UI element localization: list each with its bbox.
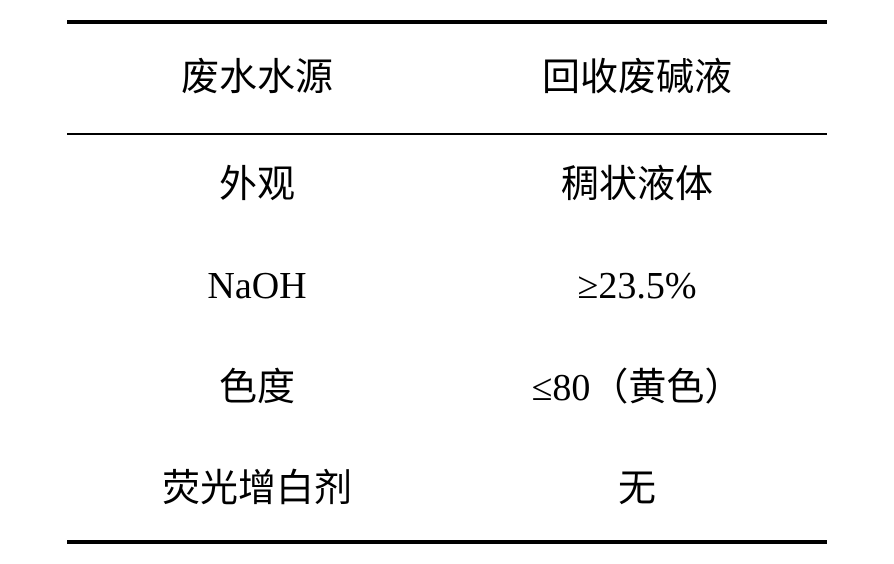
table-row: 外观 稠状液体 — [67, 135, 827, 236]
header-cell-source: 废水水源 — [67, 24, 447, 133]
row-value: ≥23.5% — [447, 236, 827, 337]
row-label: 外观 — [67, 135, 447, 236]
row-label: 荧光增白剂 — [67, 439, 447, 540]
table-row: NaOH ≥23.5% — [67, 236, 827, 337]
row-value: 无 — [447, 439, 827, 540]
row-value: 稠状液体 — [447, 135, 827, 236]
row-label: NaOH — [67, 236, 447, 337]
data-table: 废水水源 回收废碱液 外观 稠状液体 NaOH ≥23.5% 色度 ≤80（黄色… — [67, 20, 827, 544]
table-body: 外观 稠状液体 NaOH ≥23.5% 色度 ≤80（黄色） 荧光增白剂 无 — [67, 135, 827, 544]
table-header-row: 废水水源 回收废碱液 — [67, 20, 827, 135]
row-label: 色度 — [67, 338, 447, 439]
header-cell-recovered: 回收废碱液 — [447, 24, 827, 133]
table-row: 色度 ≤80（黄色） — [67, 338, 827, 439]
row-value: ≤80（黄色） — [447, 338, 827, 439]
table-row: 荧光增白剂 无 — [67, 439, 827, 540]
